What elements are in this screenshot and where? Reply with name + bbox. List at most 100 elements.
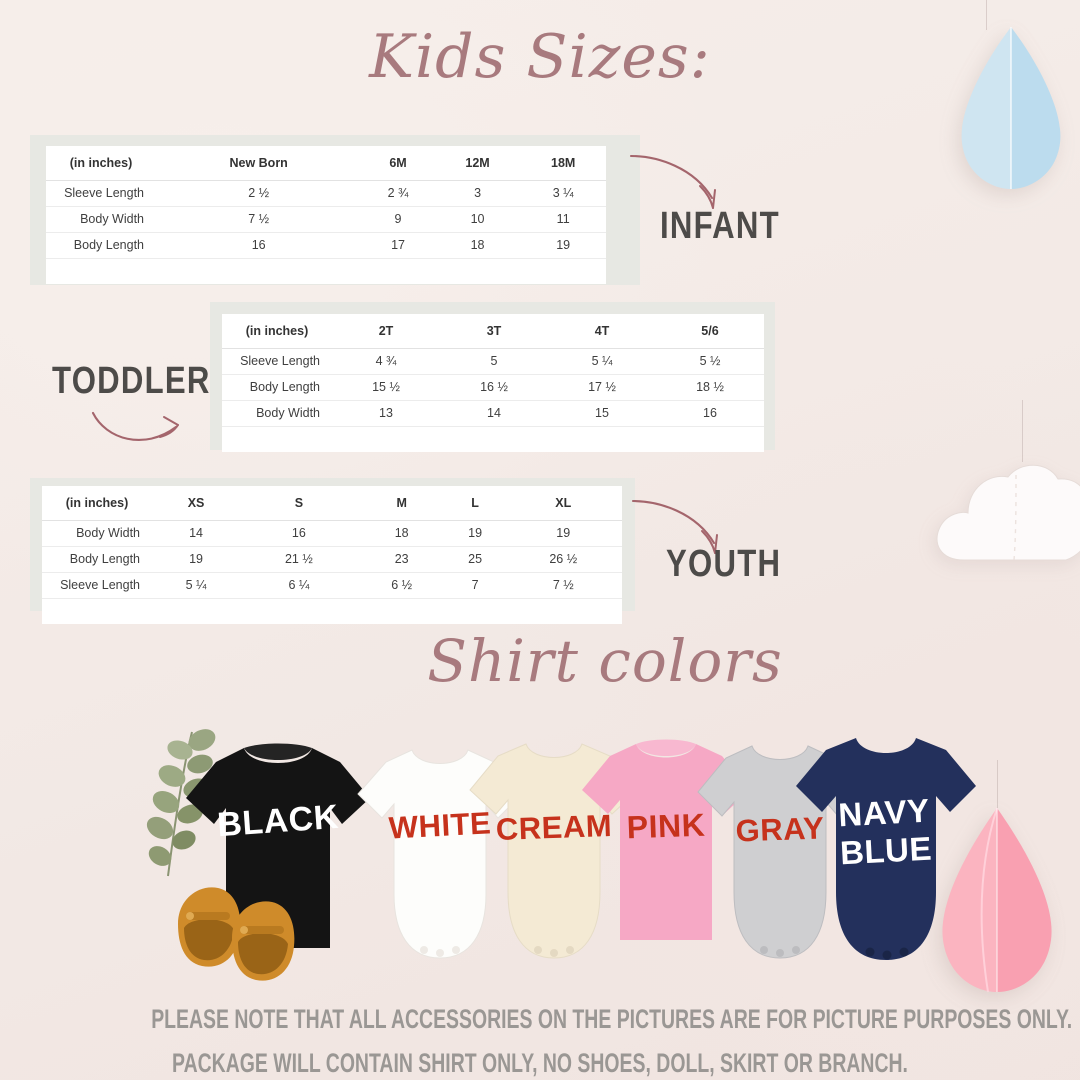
table-row: Sleeve Length 4 ¾ 5 5 ¼ 5 ½ xyxy=(222,348,764,375)
garment-label-navy-blue: NAVY BLUE xyxy=(837,791,933,872)
eucalyptus-branch-icon xyxy=(146,729,216,877)
row-label: Sleeve Length xyxy=(222,348,332,375)
cloud-thread xyxy=(1022,400,1023,462)
column-header: XS xyxy=(152,486,241,521)
cell: 5 ¼ xyxy=(548,348,656,375)
arrow-youth-icon xyxy=(631,499,718,554)
toddler-table-body: Sleeve Length 4 ¾ 5 5 ¼ 5 ½ Body Length … xyxy=(222,348,764,452)
spacer-cell xyxy=(42,598,622,624)
cell: 21 ½ xyxy=(240,546,358,573)
infant-table-body: Sleeve Length 2 ½ 2 ¾ 3 3 ¼ Body Width 7… xyxy=(46,180,606,284)
garment-white-bodysuit xyxy=(357,749,523,959)
row-label: Body Length xyxy=(42,546,152,573)
cell: 6 ½ xyxy=(357,572,446,599)
column-header: 6M xyxy=(361,146,435,181)
shirt-colors-strip: BLACK WHITE CREAM PINK xyxy=(0,722,1080,984)
cell: 19 xyxy=(445,520,505,547)
tan-baby-shoes-icon xyxy=(178,887,295,981)
table-header-row: (in inches) XS S M L XL xyxy=(42,486,622,521)
column-header: 3T xyxy=(440,314,548,349)
blue-paper-teardrop-icon xyxy=(961,27,1061,189)
infant-table-head: (in inches) New Born 6M 12M 18M xyxy=(46,146,606,181)
toddler-size-table: (in inches) 2T 3T 4T 5/6 Sleeve Length 4… xyxy=(222,314,764,452)
cell: 13 xyxy=(332,400,440,427)
table-row: Sleeve Length 2 ½ 2 ¾ 3 3 ¼ xyxy=(46,180,606,207)
category-label-toddler: TODDLER xyxy=(52,360,211,402)
white-paper-cloud-icon xyxy=(936,464,1080,561)
cell: 25 xyxy=(445,546,505,573)
youth-table-body: Body Width 14 16 18 19 19 Body Length 19… xyxy=(42,520,622,624)
cell: 7 xyxy=(445,572,505,599)
row-label: Sleeve Length xyxy=(46,180,156,207)
table-header-row: (in inches) New Born 6M 12M 18M xyxy=(46,146,606,181)
column-header: 4T xyxy=(548,314,656,349)
table-row: Sleeve Length 5 ¼ 6 ¼ 6 ½ 7 7 ½ xyxy=(42,572,622,599)
page-title: Kids Sizes: xyxy=(369,22,711,92)
toddler-table-head: (in inches) 2T 3T 4T 5/6 xyxy=(222,314,764,349)
table-spacer-row xyxy=(42,598,622,624)
table-row: Body Length 15 ½ 16 ½ 17 ½ 18 ½ xyxy=(222,374,764,401)
column-header: New Born xyxy=(156,146,362,181)
table-row: Body Width 14 16 18 19 19 xyxy=(42,520,622,547)
youth-table-head: (in inches) XS S M L XL xyxy=(42,486,622,521)
cell: 16 ½ xyxy=(440,374,548,401)
column-header: 5/6 xyxy=(656,314,764,349)
pink-teardrop-thread xyxy=(997,760,998,812)
disclaimer-line-2: PACKAGE WILL CONTAIN SHIRT ONLY, NO SHOE… xyxy=(172,1048,908,1078)
table-header-row: (in inches) 2T 3T 4T 5/6 xyxy=(222,314,764,349)
cell: 16 xyxy=(240,520,358,547)
cell: 17 xyxy=(361,232,435,259)
unit-header: (in inches) xyxy=(222,314,332,349)
cell: 7 ½ xyxy=(504,572,622,599)
cell: 10 xyxy=(434,206,521,233)
cell: 2 ¾ xyxy=(361,180,435,207)
unit-header: (in inches) xyxy=(42,486,152,521)
cell: 16 xyxy=(156,232,362,259)
cell: 3 xyxy=(434,180,521,207)
cell: 5 ½ xyxy=(656,348,764,375)
cell: 14 xyxy=(152,520,241,547)
category-label-infant: INFANT xyxy=(660,205,780,247)
column-header: 2T xyxy=(332,314,440,349)
cell: 11 xyxy=(520,206,606,233)
column-header: XL xyxy=(504,486,622,521)
row-label: Body Length xyxy=(222,374,332,401)
garment-navy-blue-bodysuit xyxy=(796,738,976,960)
row-label: Sleeve Length xyxy=(42,572,152,599)
arrow-toddler-icon xyxy=(91,411,179,442)
cell: 23 xyxy=(357,546,446,573)
cell: 19 xyxy=(504,520,622,547)
table-row: Body Width 7 ½ 9 10 11 xyxy=(46,206,606,233)
infant-size-table: (in inches) New Born 6M 12M 18M Sleeve L… xyxy=(46,146,606,284)
cell: 2 ½ xyxy=(156,180,362,207)
cell: 15 xyxy=(548,400,656,427)
spacer-cell xyxy=(222,426,764,452)
row-label: Body Width xyxy=(42,520,152,547)
cell: 19 xyxy=(152,546,241,573)
pink-paper-teardrop-icon xyxy=(942,807,1052,993)
cell: 18 xyxy=(434,232,521,259)
cell: 17 ½ xyxy=(548,374,656,401)
cell: 18 ½ xyxy=(656,374,764,401)
table-spacer-row xyxy=(46,258,606,284)
shirt-colors-title: Shirt colors xyxy=(427,627,783,695)
row-label: Body Width xyxy=(222,400,332,427)
cell: 14 xyxy=(440,400,548,427)
cell: 16 xyxy=(656,400,764,427)
category-label-youth: YOUTH xyxy=(666,543,782,585)
cell: 9 xyxy=(361,206,435,233)
cell: 4 ¾ xyxy=(332,348,440,375)
disclaimer-line-1: PLEASE NOTE THAT ALL ACCESSORIES ON THE … xyxy=(151,1004,1073,1034)
cell: 15 ½ xyxy=(332,374,440,401)
table-row: Body Width 13 14 15 16 xyxy=(222,400,764,427)
column-header: S xyxy=(240,486,358,521)
column-header: 18M xyxy=(520,146,606,181)
cell: 7 ½ xyxy=(156,206,362,233)
cell: 6 ¼ xyxy=(240,572,358,599)
unit-header: (in inches) xyxy=(46,146,156,181)
arrow-infant-icon xyxy=(629,154,716,209)
table-row: Body Length 16 17 18 19 xyxy=(46,232,606,259)
table-row: Body Length 19 21 ½ 23 25 26 ½ xyxy=(42,546,622,573)
row-label: Body Width xyxy=(46,206,156,233)
